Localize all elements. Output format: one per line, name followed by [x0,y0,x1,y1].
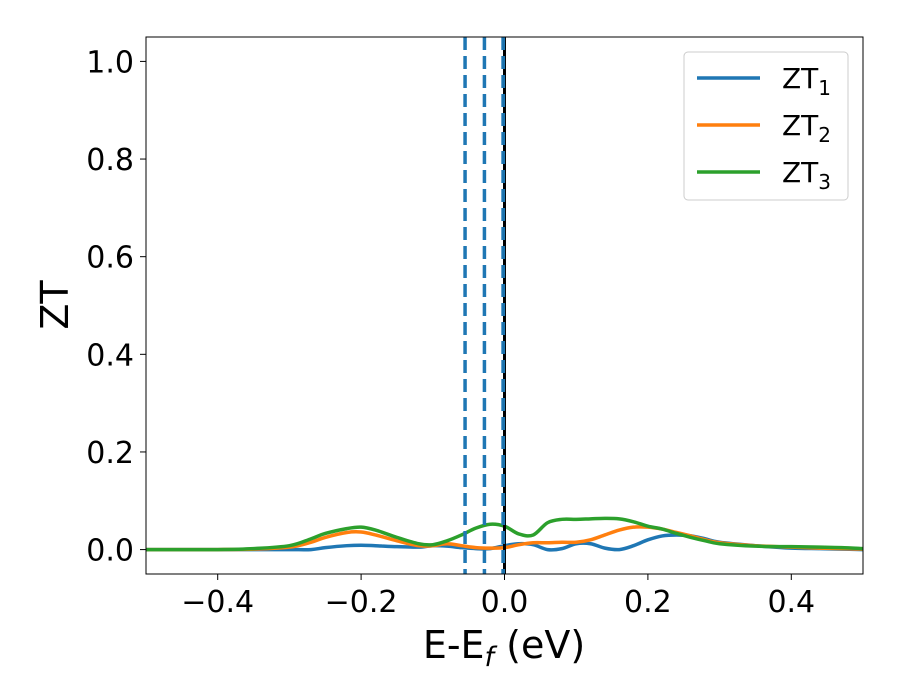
legend-label: ZT2 [782,109,831,147]
x-tick-label: −0.2 [325,585,398,620]
y-axis-ticks: 0.0 0.2 0.4 0.6 0.8 1.0 [86,45,146,569]
y-tick-label: 0.4 [86,338,134,373]
x-tick-label: 0.2 [624,585,672,620]
y-tick-label: 0.2 [86,436,134,471]
series-line-zt3 [146,516,863,552]
y-tick-label: 0.0 [86,534,134,569]
x-tick-label: 0.0 [481,585,529,620]
y-tick-label: 0.8 [86,143,134,178]
legend-frame [683,51,849,201]
y-tick-label: 0.6 [86,241,134,276]
y-tick-label: 1.0 [86,45,134,80]
x-tick-label: 0.4 [767,585,815,620]
legend-label: ZT1 [782,62,831,100]
legend-label: ZT3 [782,156,831,194]
x-axis-ticks: −0.4 −0.2 0.0 0.2 0.4 [181,574,815,620]
series-layer [146,516,863,552]
legend: ZT1 ZT2 ZT3 [683,51,849,201]
x-axis-label: E-Ef (eV) [423,623,585,673]
y-axis-label: ZT [33,280,77,330]
x-tick-label: −0.4 [181,585,254,620]
vertical-reference-lines [463,37,506,574]
